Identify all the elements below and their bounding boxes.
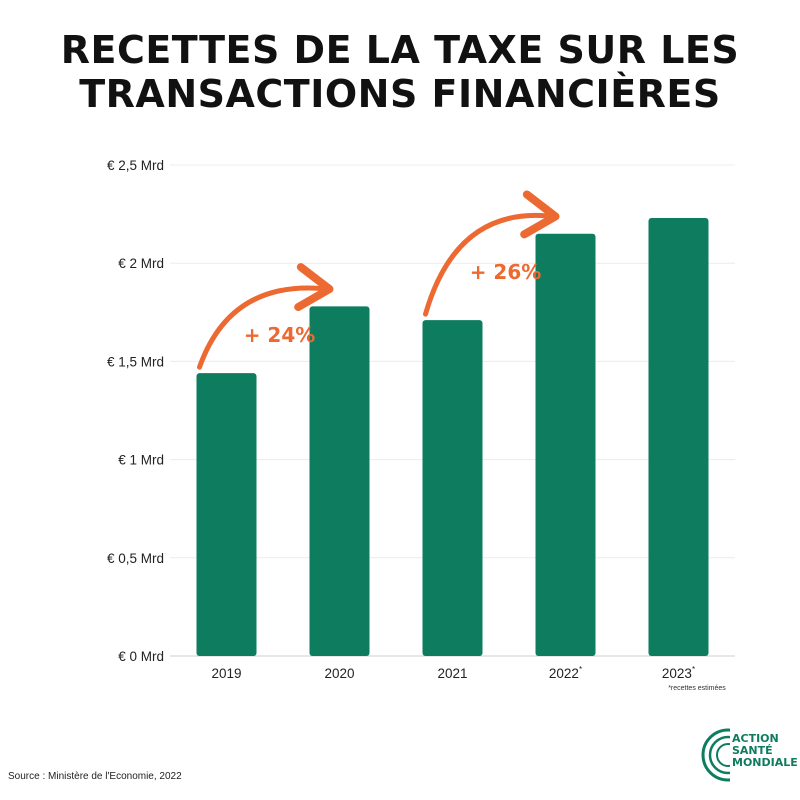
bar-2019 — [196, 373, 257, 656]
bar-2020 — [309, 306, 370, 656]
y-tick-label: € 1 Mrd — [118, 453, 164, 468]
bar-2021 — [422, 320, 483, 656]
source-note: Source : Ministère de l'Economie, 2022 — [8, 771, 182, 782]
growth-label: + 26% — [470, 260, 542, 284]
title-line-2: TRANSACTIONS FINANCIÈRES — [79, 72, 721, 116]
logo-line-2: SANTÉ — [732, 744, 773, 757]
logo-line-3: MONDIALE — [732, 756, 798, 769]
growth-arrow — [197, 263, 334, 370]
bar-chart: € 0 Mrd € 0,5 Mrd € 1 Mrd € 1,5 Mrd € 2 Mrd €… — [107, 158, 735, 692]
footnote: *recettes estimées — [668, 685, 726, 692]
bar-2023 — [648, 218, 709, 656]
growth-label: + 24% — [244, 323, 316, 347]
chart-title: RECETTES DE LA TAXE SUR LES TRANSACTIONS… — [0, 28, 800, 116]
growth-arrow — [423, 190, 560, 317]
x-tick-label: 2019 — [211, 666, 241, 681]
x-tick-label: 2023* — [662, 665, 695, 681]
y-tick-label: € 0 Mrd — [118, 649, 164, 664]
logo: ACTION SANTÉ MONDIALE — [700, 722, 798, 788]
x-tick-label: 2020 — [324, 666, 354, 681]
y-tick-label: € 1,5 Mrd — [107, 354, 164, 369]
x-axis-ticks: 2019 2020 2021 2022* 2023* — [211, 665, 695, 681]
x-tick-label: 2022* — [549, 665, 582, 681]
y-tick-label: € 2 Mrd — [118, 256, 164, 271]
logo-text: ACTION SANTÉ MONDIALE — [732, 733, 798, 769]
y-tick-label: € 2,5 Mrd — [107, 158, 164, 173]
annotations: + 24% + 26% — [197, 190, 560, 370]
logo-mark-icon — [701, 727, 792, 783]
y-axis-ticks: € 0 Mrd € 0,5 Mrd € 1 Mrd € 1,5 Mrd € 2 Mrd €… — [107, 158, 164, 664]
bar-2022 — [535, 233, 596, 657]
logo-line-1: ACTION — [732, 732, 779, 745]
bars — [196, 218, 709, 657]
x-tick-label: 2021 — [437, 666, 467, 681]
title-line-1: RECETTES DE LA TAXE SUR LES — [60, 28, 740, 72]
y-tick-label: € 0,5 Mrd — [107, 551, 164, 566]
